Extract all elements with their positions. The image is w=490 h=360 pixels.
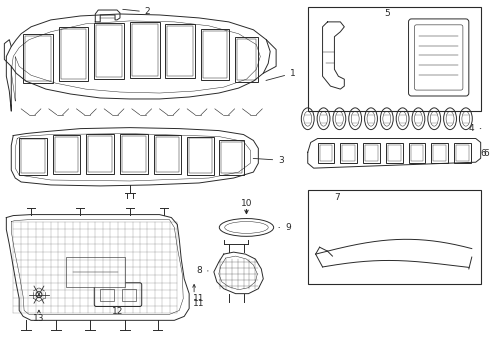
Bar <box>122 289 136 301</box>
Bar <box>155 136 179 172</box>
Bar <box>120 134 147 174</box>
Bar <box>23 34 53 83</box>
Bar <box>386 143 403 163</box>
Bar <box>341 143 357 163</box>
Bar <box>19 138 47 175</box>
Bar <box>363 143 380 163</box>
Bar <box>343 145 355 161</box>
Text: 6: 6 <box>484 149 490 158</box>
Bar <box>21 139 45 173</box>
Text: 3: 3 <box>253 156 284 165</box>
Bar <box>308 7 481 111</box>
Bar <box>318 143 335 163</box>
Bar <box>96 25 122 77</box>
Bar <box>456 145 469 161</box>
Bar <box>132 24 157 76</box>
Text: 9: 9 <box>279 223 291 232</box>
Text: 4: 4 <box>469 124 481 133</box>
Bar <box>431 143 448 163</box>
Bar <box>153 135 181 174</box>
Bar <box>130 22 160 78</box>
Bar <box>409 143 425 163</box>
Bar <box>365 145 378 161</box>
Bar <box>189 139 212 173</box>
Bar <box>168 26 193 76</box>
Text: 5: 5 <box>384 9 390 18</box>
Text: 2: 2 <box>122 8 150 17</box>
Bar <box>55 136 78 172</box>
Bar <box>53 135 80 174</box>
Bar <box>454 143 471 163</box>
Bar <box>187 136 214 175</box>
Text: 7: 7 <box>335 193 340 202</box>
Text: 10: 10 <box>241 199 252 208</box>
Text: 13: 13 <box>33 314 45 323</box>
Bar <box>66 257 125 287</box>
Bar <box>235 37 258 82</box>
Bar <box>59 27 88 81</box>
Bar <box>411 145 423 161</box>
Bar <box>433 145 446 161</box>
Bar <box>319 145 332 161</box>
Bar <box>388 145 401 161</box>
Bar <box>166 24 195 78</box>
Bar <box>122 135 146 172</box>
Bar <box>203 31 227 78</box>
Bar <box>219 140 244 175</box>
Bar <box>25 36 51 81</box>
Text: 12: 12 <box>112 307 123 316</box>
Bar <box>201 29 229 80</box>
Text: 8: 8 <box>196 266 208 275</box>
Text: 11: 11 <box>193 294 205 303</box>
Text: 1: 1 <box>266 69 296 81</box>
Bar <box>94 23 124 79</box>
Bar <box>221 143 242 173</box>
Bar <box>61 29 86 79</box>
Bar <box>237 39 256 80</box>
Text: 6: 6 <box>481 149 487 158</box>
Bar <box>100 289 114 301</box>
Bar <box>308 190 481 284</box>
Bar <box>88 135 112 172</box>
Bar <box>86 134 114 174</box>
Text: 11: 11 <box>193 299 205 308</box>
